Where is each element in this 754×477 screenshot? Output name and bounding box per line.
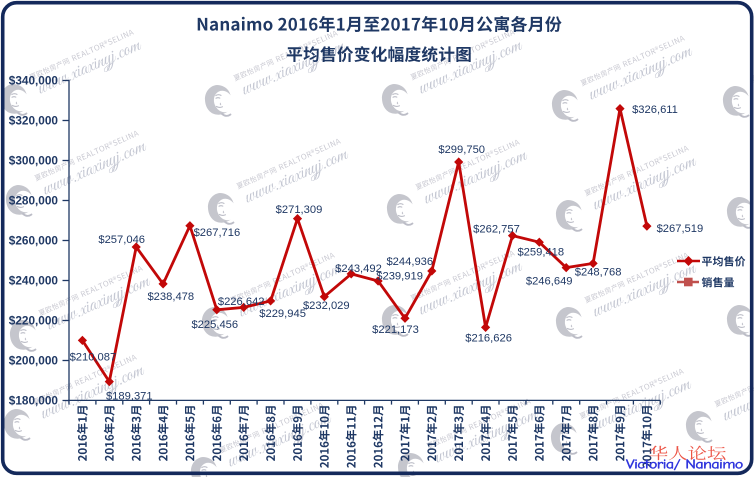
- svg-text:$248,768: $248,768: [575, 266, 622, 278]
- svg-text:$225,456: $225,456: [191, 319, 238, 331]
- svg-text:$232,029: $232,029: [303, 300, 350, 312]
- svg-text:$300,000: $300,000: [9, 154, 59, 168]
- svg-text:$180,000: $180,000: [9, 394, 59, 408]
- svg-text:$239,919: $239,919: [376, 270, 423, 282]
- svg-text:$229,945: $229,945: [259, 308, 306, 320]
- svg-text:$220,000: $220,000: [9, 314, 59, 328]
- svg-text:$240,000: $240,000: [9, 274, 59, 288]
- svg-text:$340,000: $340,000: [9, 74, 59, 88]
- svg-text:$267,519: $267,519: [657, 223, 704, 235]
- svg-text:$216,626: $216,626: [465, 332, 512, 344]
- svg-text:$299,750: $299,750: [438, 144, 485, 156]
- svg-text:$243,492: $243,492: [335, 263, 382, 275]
- svg-text:$259,418: $259,418: [517, 247, 564, 259]
- svg-text:$262,757: $262,757: [473, 224, 520, 236]
- svg-text:$320,000: $320,000: [9, 114, 59, 128]
- svg-text:$238,478: $238,478: [147, 291, 194, 303]
- svg-text:$267,716: $267,716: [194, 227, 241, 239]
- svg-text:$226,642: $226,642: [218, 296, 265, 308]
- svg-text:$271,309: $271,309: [276, 204, 323, 216]
- svg-text:$210,087: $210,087: [70, 351, 117, 363]
- svg-text:$189,371: $189,371: [106, 391, 153, 403]
- svg-text:$257,046: $257,046: [98, 234, 145, 246]
- svg-text:$221,173: $221,173: [372, 324, 419, 336]
- svg-text:$280,000: $280,000: [9, 194, 59, 208]
- svg-text:$244,936: $244,936: [386, 256, 433, 268]
- svg-text:$200,000: $200,000: [9, 354, 59, 368]
- svg-text:$246,649: $246,649: [526, 276, 573, 288]
- svg-text:$326,611: $326,611: [632, 104, 678, 116]
- svg-text:$260,000: $260,000: [9, 234, 59, 248]
